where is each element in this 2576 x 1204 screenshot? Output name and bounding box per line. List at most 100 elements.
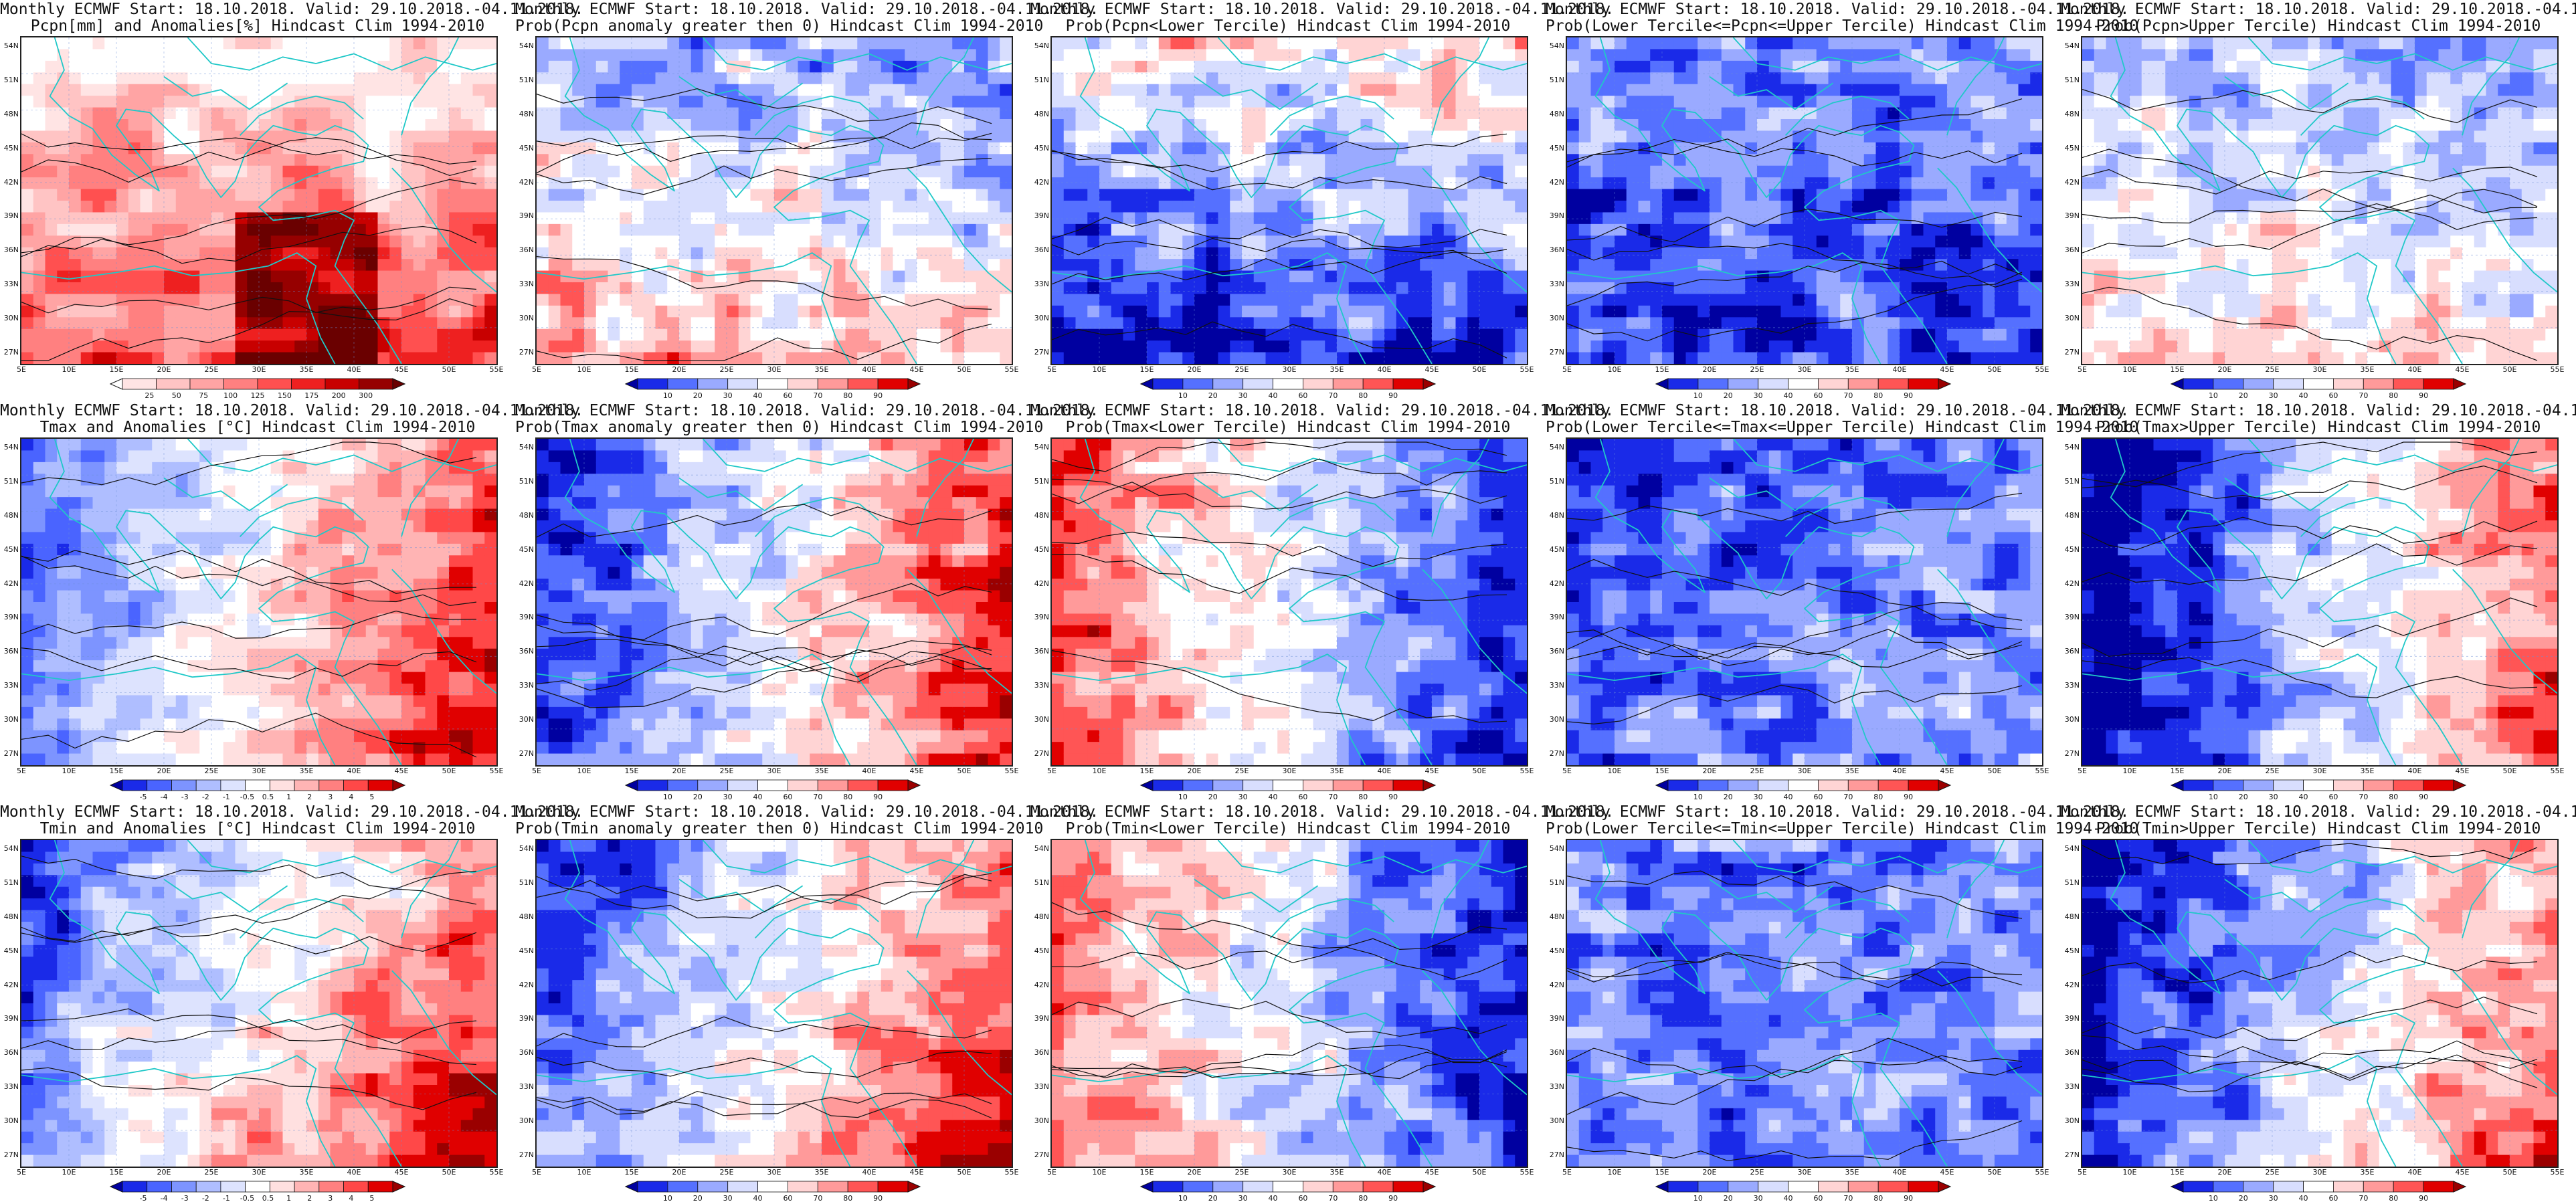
contour-line: [21, 555, 477, 607]
contour-line: [1567, 601, 2023, 660]
lat-tick-label: 27N: [3, 1150, 19, 1159]
lon-tick-label: 10E: [577, 1168, 591, 1177]
colorbar-tick-label: 40: [1783, 391, 1793, 400]
lat-tick-label: 36N: [519, 245, 534, 255]
colorbar-segment: [2393, 779, 2424, 791]
lat-tick-label: 54N: [1034, 844, 1049, 853]
lat-tick-label: 30N: [519, 1116, 534, 1126]
lon-tick-label: 35E: [814, 767, 829, 775]
lon-tick-label: 5E: [17, 365, 26, 374]
colorbar-tick-label: 20: [1208, 793, 1218, 801]
coastline: [1269, 95, 1394, 136]
panel-title-line1: Monthly ECMWF Start: 18.10.2018. Valid: …: [515, 402, 1099, 419]
lon-tick-label: 20E: [157, 1168, 171, 1177]
coastline: [2247, 439, 2557, 472]
colorbar-segment: [367, 779, 393, 791]
lat-tick-label: 27N: [3, 348, 19, 357]
lat-tick-label: 30N: [2064, 1116, 2080, 1126]
colorbar-tick-label: 60: [783, 391, 793, 400]
coastline: [163, 878, 288, 913]
lon-tick-label: 15E: [1655, 767, 1669, 775]
lat-tick-label: 27N: [1549, 1150, 1564, 1159]
lat-tick-label: 36N: [2064, 245, 2080, 255]
colorbar: [1139, 378, 1437, 390]
colorbar-segment: [189, 378, 224, 390]
lon-tick-label: 20E: [672, 767, 686, 775]
colorbar-segment: [257, 378, 292, 390]
coastline: [1052, 654, 1366, 765]
panel-title-line1: Monthly ECMWF Start: 18.10.2018. Valid: …: [0, 1, 584, 18]
shaded-field: [1052, 840, 1527, 1167]
colorbar-segment: [1212, 779, 1244, 791]
map-field-svg: [537, 37, 1012, 364]
lon-tick-label: 30E: [2312, 1168, 2327, 1177]
colorbar-segment: [195, 779, 221, 791]
map-panel: Monthly ECMWF Start: 18.10.2018. Valid: …: [2061, 803, 2576, 1204]
lon-tick-label: 20E: [1702, 365, 1717, 374]
lon-tick-label: 5E: [2078, 365, 2087, 374]
colorbar-segment: [1392, 779, 1424, 791]
colorbar: [1655, 1181, 1952, 1193]
colorbar-segment: [291, 378, 326, 390]
colorbar-tick-label: 70: [1328, 1194, 1338, 1203]
lat-tick-label: 42N: [2064, 579, 2080, 588]
colorbar-segment: [2393, 1181, 2424, 1193]
coastline: [564, 840, 917, 1167]
colorbar-segment: [637, 378, 668, 390]
colorbar-tick-label: 50: [171, 391, 181, 400]
map-plot: [1050, 36, 1528, 365]
lon-tick-label: 45E: [1940, 365, 1954, 374]
colorbar-segment: [1847, 378, 1879, 390]
lon-tick-label: 30E: [2312, 365, 2327, 374]
contour-line: [21, 1008, 477, 1066]
lat-tick-label: 48N: [2064, 912, 2080, 921]
contour-line: [21, 1019, 477, 1050]
graticule: [21, 439, 496, 765]
lon-tick-label: 45E: [2455, 365, 2470, 374]
map-field-svg: [1567, 840, 2042, 1167]
colorbar-segment: [343, 1181, 369, 1193]
coastlines: [2082, 439, 2557, 765]
colorbar-segment: [1788, 378, 1819, 390]
lat-tick-label: 48N: [1034, 109, 1049, 118]
colorbar-tick-label: 30: [1238, 1194, 1248, 1203]
colorbar-tick-label: 1: [286, 793, 292, 801]
lon-tick-label: 40E: [1377, 365, 1392, 374]
panel-title-line2: Prob(Lower Tercile<=Tmin<=Upper Tercile)…: [1546, 820, 2139, 837]
map-plot: [1050, 839, 1528, 1168]
colorbar-segment: [667, 779, 699, 791]
contour-line: [537, 583, 992, 641]
colorbar-segment: [1243, 378, 1273, 390]
contour-lines: [1567, 98, 2023, 342]
colorbar-tick-label: 4: [349, 793, 354, 801]
colorbar-segment: [269, 1181, 295, 1193]
lat-tick-label: 36N: [3, 647, 19, 656]
lat-tick-label: 54N: [1034, 41, 1049, 50]
lat-tick-label: 36N: [519, 647, 534, 656]
contour-lines: [21, 133, 477, 361]
colorbar-segment: [1332, 1181, 1364, 1193]
coastline: [1567, 654, 1881, 765]
map-plot: [2081, 36, 2559, 365]
colorbar: [109, 1181, 406, 1193]
lon-tick-label: 5E: [2078, 767, 2087, 775]
lat-tick-label: 33N: [3, 681, 19, 690]
colorbar-segment: [1758, 378, 1788, 390]
coastline: [2300, 496, 2425, 538]
colorbar-segment: [122, 1181, 148, 1193]
contour-line: [1052, 1042, 1507, 1077]
colorbar-tick-label: 60: [1298, 1194, 1308, 1203]
contour-line: [1052, 482, 1507, 510]
lon-tick-label: 10E: [2122, 767, 2137, 775]
lat-tick-label: 39N: [1549, 1014, 1564, 1023]
colorbar-tick-label: 10: [2208, 793, 2218, 801]
contour-line: [21, 441, 477, 486]
colorbar-tick-label: 90: [2419, 391, 2429, 400]
map-field-svg: [1052, 37, 1527, 364]
lat-tick-label: 36N: [3, 1048, 19, 1058]
contour-lines: [21, 441, 477, 758]
lon-tick-label: 30E: [1282, 365, 1297, 374]
colorbar-tick-label: 40: [1268, 391, 1278, 400]
coastline: [1079, 37, 1433, 364]
lat-tick-label: 48N: [519, 510, 534, 520]
